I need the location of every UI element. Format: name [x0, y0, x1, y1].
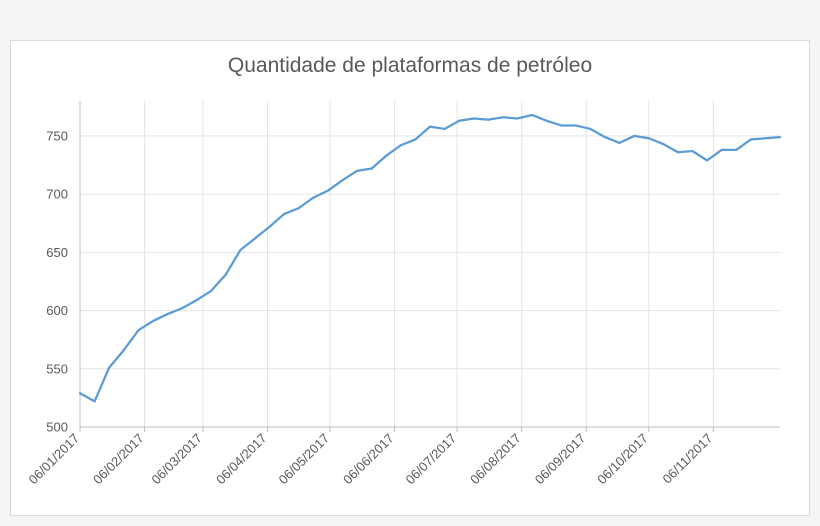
data-point: [589, 127, 592, 131]
chart-area: [10, 40, 810, 516]
data-point: [472, 117, 475, 120]
data-point: [108, 366, 111, 369]
data-point: [385, 154, 388, 157]
data-point: [166, 312, 169, 316]
data-point: [676, 151, 680, 154]
data-point: [78, 392, 82, 395]
data-point: [312, 196, 315, 199]
y-tick-label: 500: [46, 420, 68, 435]
data-point: [370, 167, 373, 170]
data-point: [618, 141, 621, 145]
data-point: [122, 349, 125, 352]
data-point: [516, 117, 519, 120]
data-point: [210, 289, 213, 292]
data-point: [662, 142, 665, 146]
data-point: [151, 319, 155, 323]
data-point: [137, 329, 140, 332]
x-tick-label: 06/03/2017: [148, 431, 205, 488]
y-axis: 500 550 600 650 700 750: [46, 101, 81, 435]
data-point: [487, 118, 490, 121]
x-tick-label: 06/11/2017: [660, 431, 716, 487]
data-point: [180, 307, 184, 310]
x-tick-label: 06/07/2017: [403, 431, 460, 488]
data-point: [749, 138, 752, 141]
data-point: [545, 119, 548, 122]
data-point: [705, 159, 709, 162]
data-point: [253, 237, 257, 240]
data-point: [428, 125, 432, 128]
chart-title: Quantidade de plataformas de petróleo: [227, 54, 593, 77]
y-tick-label: 700: [46, 187, 68, 202]
y-tick-label: 600: [46, 303, 68, 318]
x-tick-label: 06/01/2017: [25, 431, 82, 488]
data-point: [633, 134, 636, 138]
y-tick-label: 750: [46, 128, 68, 143]
x-tick-label: 06/06/2017: [340, 431, 397, 488]
x-axis: 06/01/2017 06/02/2017 06/03/2017 06/04/2017…: [25, 426, 780, 488]
data-point: [283, 212, 286, 216]
data-point: [574, 124, 577, 127]
data-point: [720, 148, 723, 151]
data-point: [355, 169, 359, 172]
data-point: [443, 127, 446, 131]
x-tick-label: 06/10/2017: [594, 431, 651, 488]
data-point: [691, 149, 694, 153]
data-point: [195, 298, 198, 302]
data-point: [326, 189, 330, 192]
data-point: [603, 135, 607, 139]
data-point: [530, 113, 534, 117]
x-tick-label: 06/08/2017: [467, 431, 524, 488]
series-line: [79, 113, 781, 403]
data-point: [224, 273, 227, 276]
data-point: [399, 144, 402, 147]
x-tick-label: 06/02/2017: [90, 431, 147, 488]
data-point: [560, 124, 563, 127]
data-point: [93, 400, 96, 403]
data-point: [297, 207, 300, 210]
x-tick-label: 06/05/2017: [275, 431, 332, 488]
data-point: [268, 225, 271, 228]
data-point: [414, 138, 417, 141]
series-layer: [78, 113, 782, 403]
y-tick-label: 650: [46, 245, 68, 260]
x-tick-label: 06/04/2017: [213, 431, 270, 488]
data-point: [239, 248, 242, 252]
data-point: [735, 148, 738, 151]
data-point: [778, 135, 782, 139]
data-point: [501, 116, 505, 119]
x-tick-label: 06/09/2017: [532, 431, 589, 488]
data-point: [764, 137, 767, 140]
y-tick-label: 550: [46, 361, 68, 376]
data-point: [458, 119, 461, 122]
data-point: [341, 179, 344, 182]
data-point: [647, 137, 650, 140]
